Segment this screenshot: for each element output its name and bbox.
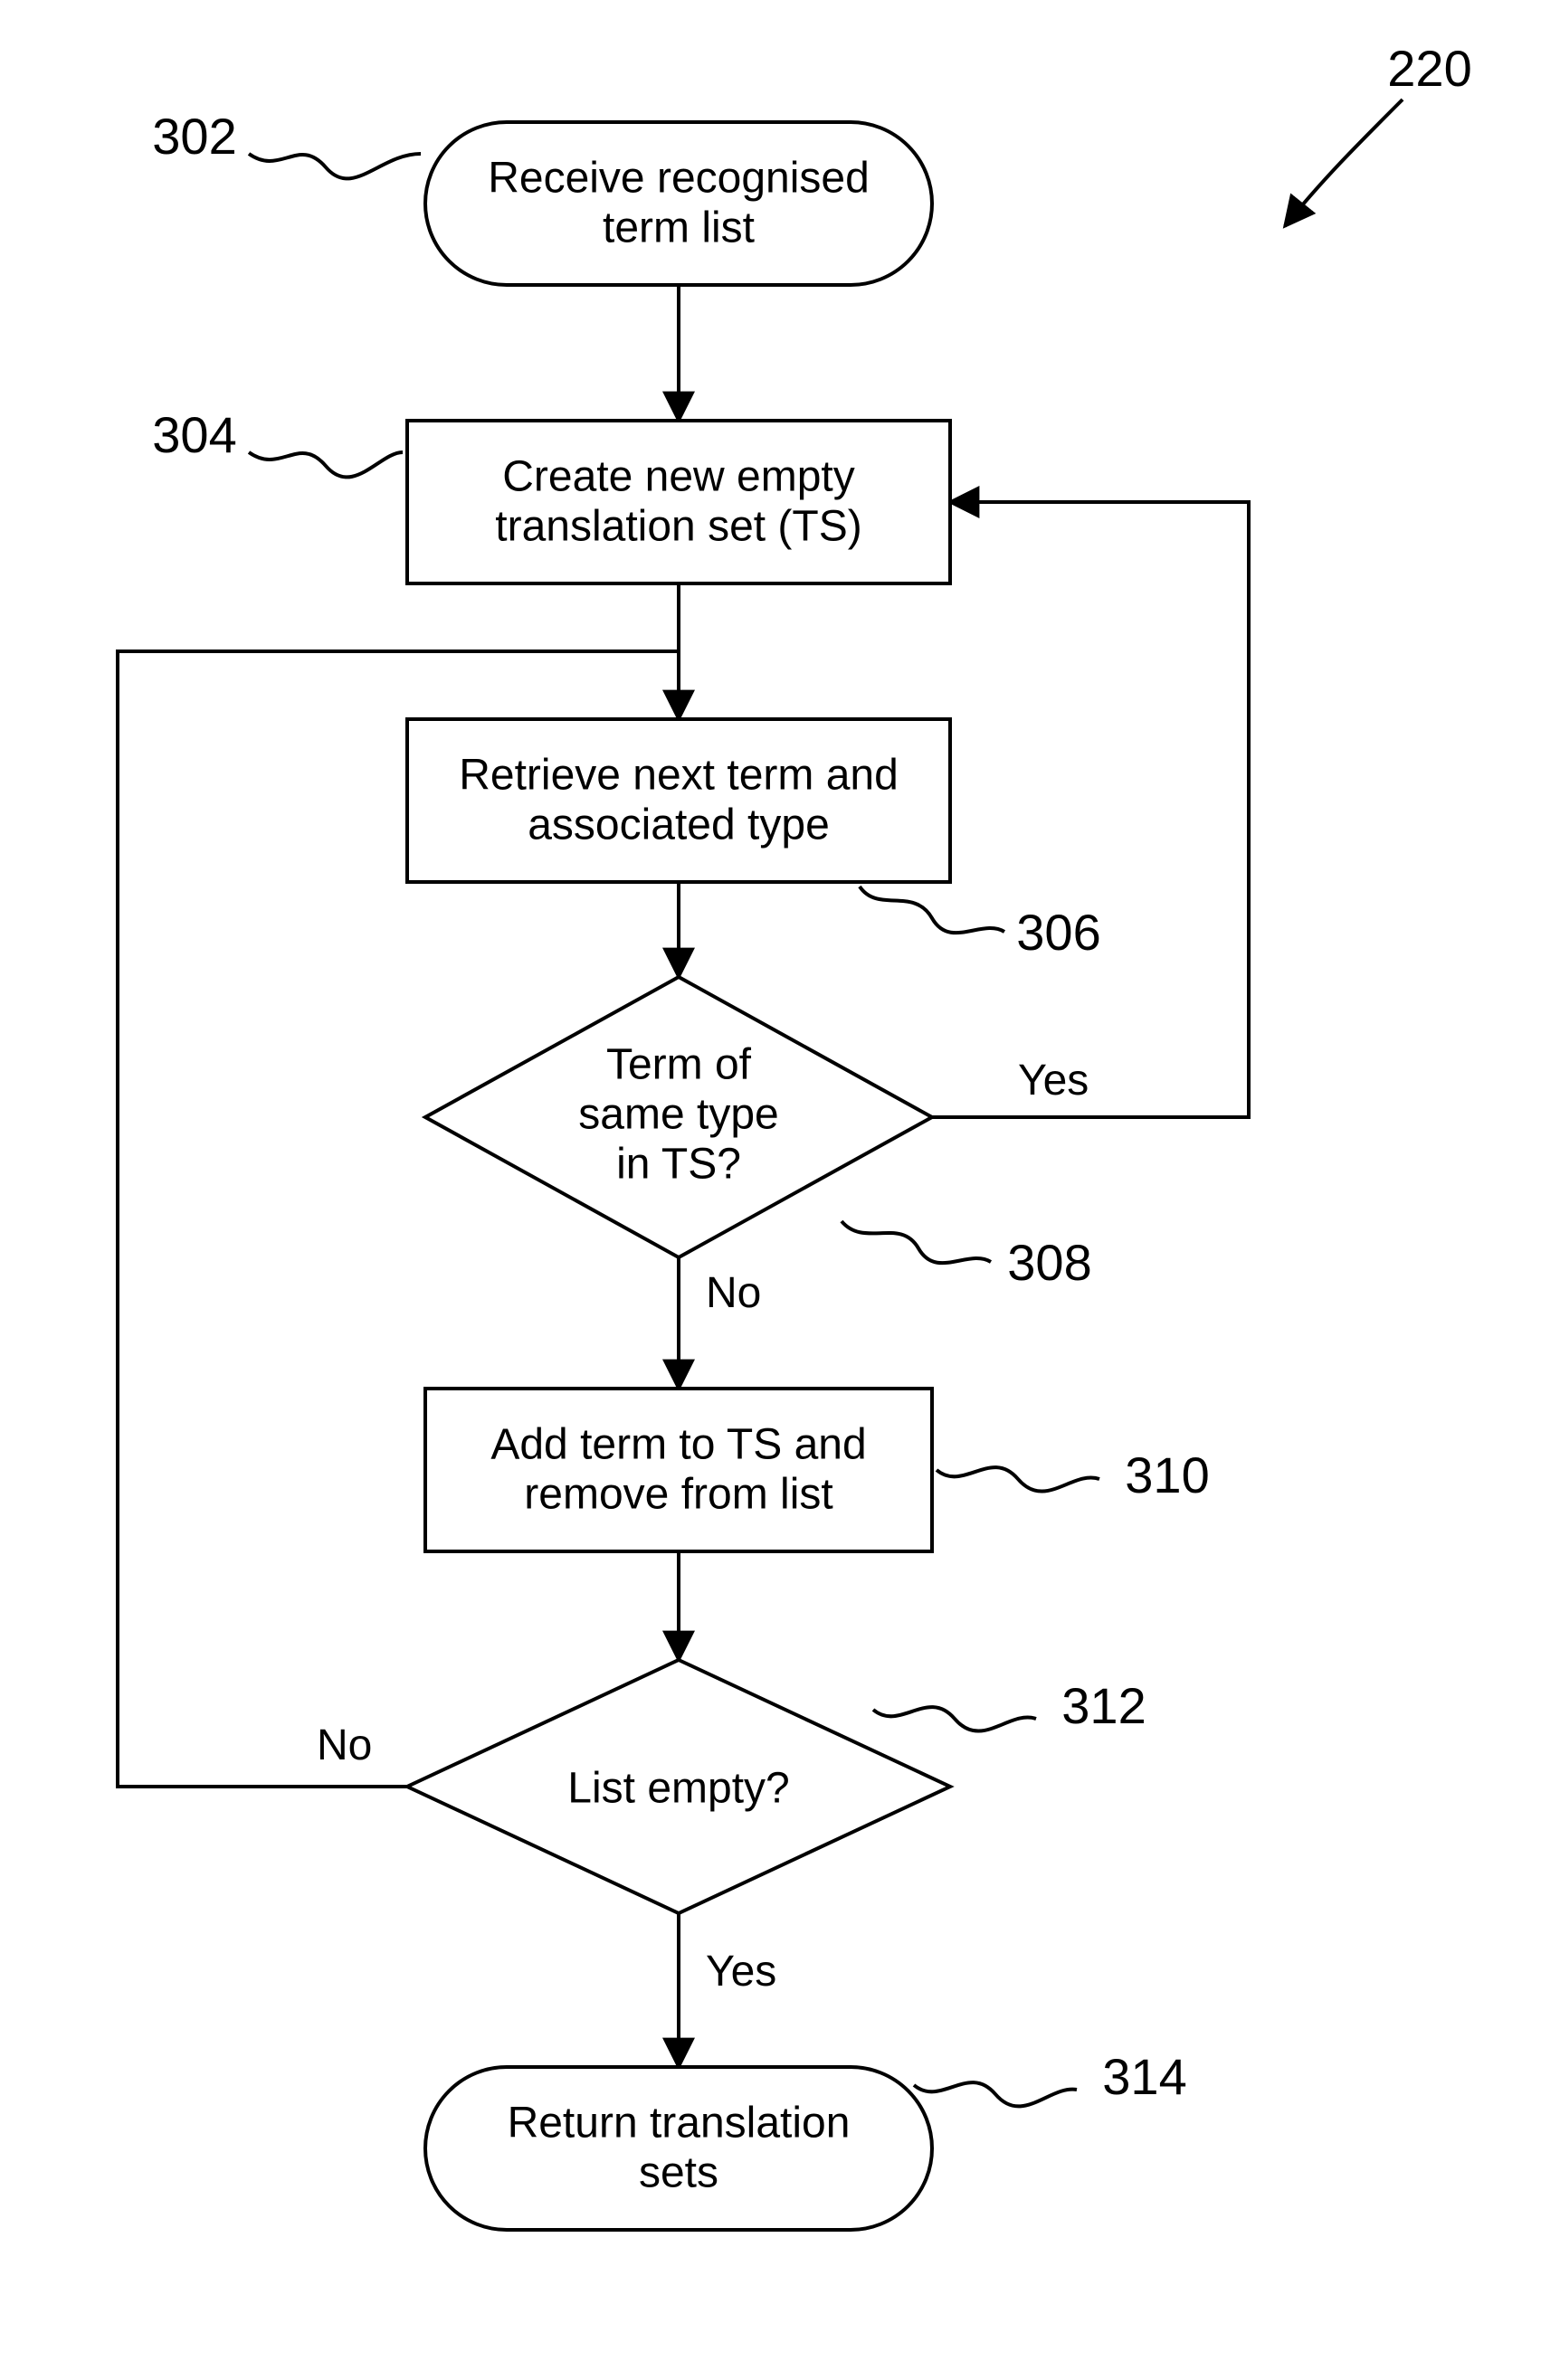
node-308-line1: Term of <box>606 1041 752 1089</box>
node-306-line1: Retrieve next term and <box>459 752 899 800</box>
node-302-line1: Receive recognised <box>488 155 870 203</box>
flowchart-figure: Receive recognised term list Create new … <box>0 0 1541 2380</box>
ref-308: 308 <box>1007 1234 1091 1291</box>
node-314-line2: sets <box>639 2149 718 2197</box>
node-312-line1: List empty? <box>567 1765 789 1813</box>
node-304-line1: Create new empty <box>502 453 855 501</box>
node-308-line2: same type <box>578 1091 778 1139</box>
label-312-yes: Yes <box>706 1948 776 1996</box>
ref-310: 310 <box>1125 1446 1209 1503</box>
node-304-line2: translation set (TS) <box>495 503 861 551</box>
ref-220: 220 <box>1387 40 1471 97</box>
ref-306: 306 <box>1016 904 1100 961</box>
pointer-220 <box>1285 100 1403 226</box>
node-310-line2: remove from list <box>524 1471 832 1519</box>
leader-314 <box>914 2082 1077 2106</box>
edge-308-yes-loop <box>932 502 1249 1117</box>
label-308-no: No <box>706 1269 761 1317</box>
leader-306 <box>860 887 1004 933</box>
node-306-line2: associated type <box>528 801 830 849</box>
leader-312 <box>873 1707 1036 1730</box>
node-302-line2: term list <box>603 204 755 252</box>
node-314-line1: Return translation <box>508 2100 851 2148</box>
ref-312: 312 <box>1061 1677 1146 1734</box>
leader-308 <box>842 1221 991 1263</box>
leader-304 <box>249 452 403 477</box>
node-310-line1: Add term to TS and <box>490 1421 866 1469</box>
ref-302: 302 <box>152 108 236 165</box>
label-308-yes: Yes <box>1018 1057 1089 1105</box>
leader-310 <box>937 1467 1099 1491</box>
label-312-no: No <box>317 1721 372 1769</box>
ref-304: 304 <box>152 406 236 463</box>
leader-302 <box>249 154 421 178</box>
node-308-line3: in TS? <box>616 1141 741 1189</box>
ref-314: 314 <box>1102 2048 1186 2105</box>
